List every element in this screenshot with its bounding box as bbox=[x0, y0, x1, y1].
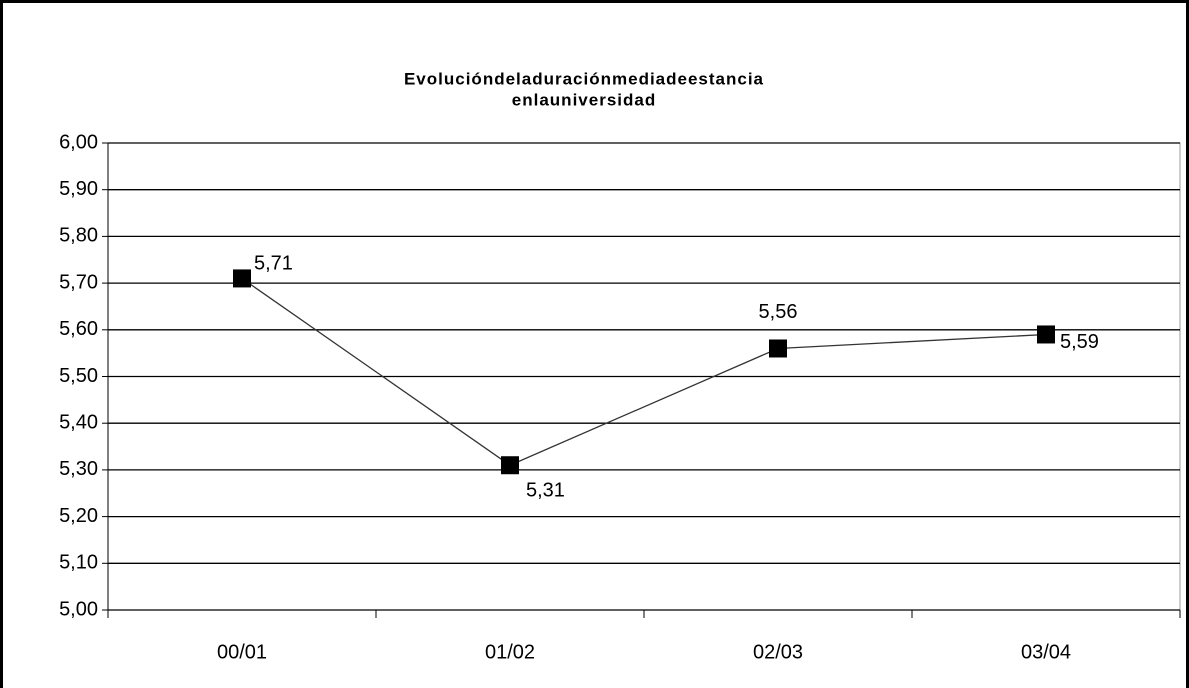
x-tick-label: 03/04 bbox=[1021, 641, 1071, 663]
y-tick-label: 5,00 bbox=[59, 598, 98, 620]
x-tick-label: 01/02 bbox=[485, 641, 535, 663]
marker bbox=[233, 269, 251, 288]
y-tick-label: 5,40 bbox=[59, 411, 98, 433]
marker bbox=[769, 339, 787, 358]
y-tick-label: 6,00 bbox=[59, 131, 98, 153]
y-tick-label: 5,50 bbox=[59, 365, 98, 387]
chart-title: Evolucióndeladuraciónmediadeestancia bbox=[404, 69, 764, 88]
y-tick-label: 5,80 bbox=[59, 225, 98, 247]
data-label: 5,59 bbox=[1060, 331, 1099, 353]
y-tick-label: 5,10 bbox=[59, 552, 98, 574]
y-tick-label: 5,60 bbox=[59, 318, 98, 340]
data-label: 5,56 bbox=[759, 301, 798, 323]
data-label: 5,71 bbox=[254, 253, 293, 275]
y-tick-label: 5,20 bbox=[59, 505, 98, 527]
y-tick-label: 5,30 bbox=[59, 458, 98, 480]
data-label: 5,31 bbox=[526, 480, 565, 502]
chart-title: enlauniversidad bbox=[512, 90, 656, 109]
y-tick-label: 5,90 bbox=[59, 178, 98, 200]
marker bbox=[1037, 325, 1055, 344]
marker bbox=[501, 456, 519, 475]
x-tick-label: 02/03 bbox=[753, 641, 803, 663]
x-tick-label: 00/01 bbox=[217, 641, 267, 663]
series-line bbox=[241, 277, 1047, 466]
y-tick-label: 5,70 bbox=[59, 271, 98, 293]
